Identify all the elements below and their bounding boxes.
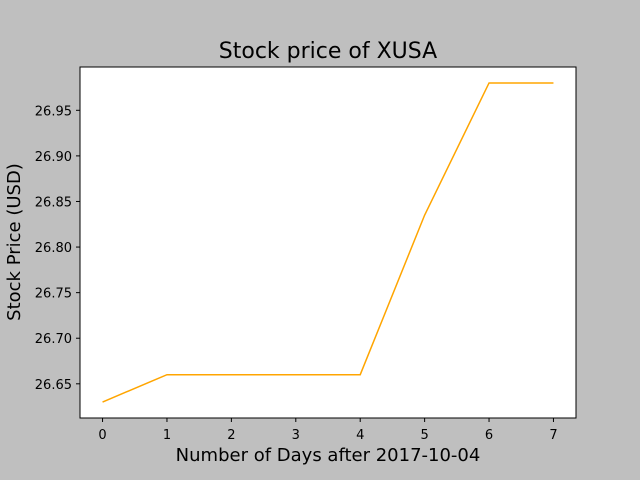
y-axis-title: Stock Price (USD) bbox=[4, 163, 25, 321]
y-tick-label: 26.65 bbox=[35, 378, 72, 393]
y-tick-label: 26.70 bbox=[35, 332, 72, 347]
chart-title: Stock price of XUSA bbox=[219, 39, 437, 64]
x-tick-label: 1 bbox=[163, 428, 171, 443]
x-tick-label: 0 bbox=[98, 428, 106, 443]
x-tick-label: 7 bbox=[549, 428, 557, 443]
y-tick-label: 26.85 bbox=[35, 195, 72, 210]
y-axis: 26.65 26.70 26.75 26.80 26.85 26.90 26.95 bbox=[35, 104, 80, 393]
y-tick-label: 26.95 bbox=[35, 104, 72, 119]
x-tick-label: 5 bbox=[420, 428, 428, 443]
y-tick-label: 26.90 bbox=[35, 150, 72, 165]
plot-area bbox=[79, 66, 577, 419]
series-group bbox=[102, 82, 554, 403]
y-tick-label: 26.80 bbox=[35, 241, 72, 256]
x-tick-label: 4 bbox=[356, 428, 364, 443]
x-tick-label: 3 bbox=[292, 428, 300, 443]
x-tick-label: 2 bbox=[227, 428, 235, 443]
series-line bbox=[102, 82, 554, 403]
x-axis: 0 1 2 3 4 5 6 7 bbox=[98, 418, 558, 443]
x-tick-label: 6 bbox=[485, 428, 493, 443]
x-axis-title: Number of Days after 2017-10-04 bbox=[176, 445, 481, 466]
y-tick-label: 26.75 bbox=[35, 287, 72, 302]
